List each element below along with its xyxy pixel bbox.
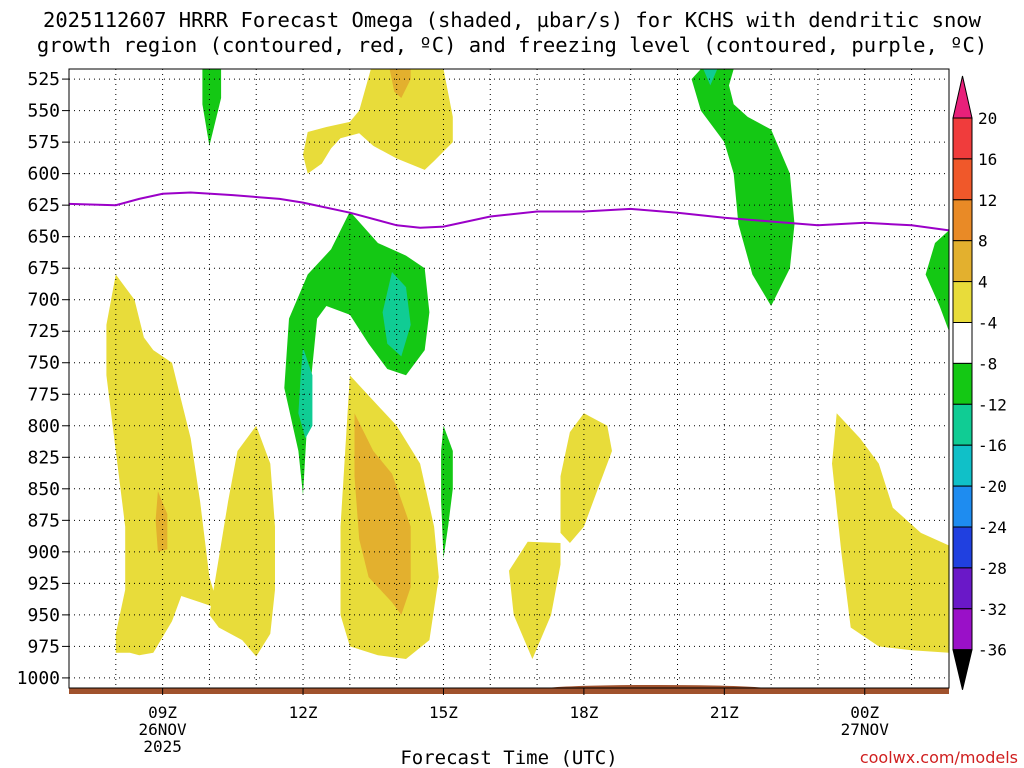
omega-region-orange-1 (389, 69, 411, 98)
omega-region-teal-3 (703, 69, 718, 86)
gridlines (68, 69, 949, 688)
x-tick-label: 18Z (569, 703, 598, 722)
y-tick-label: 550 (27, 101, 60, 122)
y-tick-label: 950 (27, 605, 60, 626)
y-tick-label: 675 (27, 258, 60, 279)
omega-shaded-regions (106, 69, 949, 659)
colorbar-label: -20 (978, 477, 1007, 496)
y-tick-label: 800 (27, 416, 60, 437)
y-tick-label: 525 (27, 69, 60, 90)
colorbar-box (952, 117, 973, 160)
colorbar-label: 20 (978, 109, 997, 128)
freezing-level-line (68, 191, 950, 232)
x-tick-label: 00Z (850, 703, 879, 722)
y-tick-label: 875 (27, 510, 60, 531)
y-tick-label: 900 (27, 542, 60, 563)
x-axis-label: Forecast Time (UTC) (400, 747, 617, 768)
colorbar-legend: 20 16 12 8 4 -4 -8 -12 -16 -20 -24 -28 -32 -36 (952, 75, 1007, 690)
y-tick-label: 575 (27, 132, 60, 153)
source-credit: coolwx.com/models (859, 748, 1018, 767)
title-line-2: growth region (contoured, red, ºC) and f… (36, 33, 988, 57)
x-tick-label: 21Z (710, 703, 739, 722)
colorbar-box (952, 281, 973, 324)
colorbar-label: -8 (978, 354, 997, 373)
y-tick-label: 725 (27, 321, 60, 342)
omega-region-green-3 (441, 425, 453, 559)
x-tick-year: 2025 (143, 737, 182, 756)
omega-region-yellow-3 (209, 425, 275, 657)
colorbar-box (952, 199, 973, 242)
ground-bump (546, 685, 767, 688)
colorbar-label: 12 (978, 191, 997, 210)
colorbar-box (952, 526, 973, 569)
omega-region-teal-2 (298, 347, 313, 439)
ground-bar (69, 688, 949, 694)
x-tick-label: 15Z (429, 703, 458, 722)
omega-region-yellow-6 (509, 541, 561, 659)
colorbar-label: 4 (978, 273, 988, 292)
colorbar-label: -4 (978, 314, 997, 333)
colorbar-label: -12 (978, 395, 1007, 414)
omega-region-yellow-1 (303, 69, 453, 174)
colorbar-label: 8 (978, 232, 988, 251)
plot-frame (68, 68, 950, 689)
colorbar-label: -32 (978, 600, 1007, 619)
ground-layer (69, 685, 949, 694)
x-tick-label: 12Z (289, 703, 318, 722)
colorbar-box (952, 322, 973, 364)
y-tick-label: 625 (27, 195, 60, 216)
chart-title: 2025112607 HRRR Forecast Omega (shaded, … (0, 8, 1024, 58)
y-tick-label: 650 (27, 227, 60, 248)
colorbar-label: -36 (978, 641, 1007, 660)
colorbar-box (952, 240, 973, 283)
y-tick-label: 975 (27, 636, 60, 657)
omega-region-yellow-5 (560, 413, 612, 543)
title-line-1: 2025112607 HRRR Forecast Omega (shaded, … (43, 8, 981, 32)
omega-region-green-5 (925, 230, 949, 332)
omega-region-green-1 (202, 69, 222, 146)
y-tick-label: 850 (27, 479, 60, 500)
colorbar-box (952, 567, 973, 610)
x-tick-date: 26NOV (139, 720, 188, 739)
colorbar-box (952, 362, 973, 405)
colorbar-box (952, 444, 973, 487)
y-tick-label: 700 (27, 290, 60, 311)
x-tick-label: 09Z (148, 703, 177, 722)
omega-region-orange-2 (155, 491, 168, 552)
colorbar-label: -16 (978, 436, 1007, 455)
y-tick-label: 925 (27, 573, 60, 594)
freezing-level-layer (68, 191, 950, 232)
omega-region-green-4 (691, 69, 795, 306)
colorbar-label: 16 (978, 150, 997, 169)
colorbar-box (952, 403, 973, 446)
colorbar-label: -24 (978, 518, 1007, 537)
omega-region-yellow-7 (832, 413, 949, 653)
y-axis: 525 550 575 600 625 650 675 700 725 750 775 800 825 8… (17, 69, 69, 689)
colorbar-box (952, 485, 973, 528)
x-tick-date: 27NOV (841, 720, 890, 739)
y-tick-label: 775 (27, 384, 60, 405)
y-tick-label: 825 (27, 447, 60, 468)
colorbar-top-arrow (952, 75, 973, 119)
y-tick-label: 600 (27, 164, 60, 185)
colorbar-box (952, 158, 973, 201)
colorbar-label: -28 (978, 559, 1007, 578)
y-tick-label: 750 (27, 353, 60, 374)
colorbar-bottom-arrow (952, 649, 973, 690)
y-tick-label: 1000 (17, 668, 60, 689)
colorbar-box (952, 608, 973, 651)
